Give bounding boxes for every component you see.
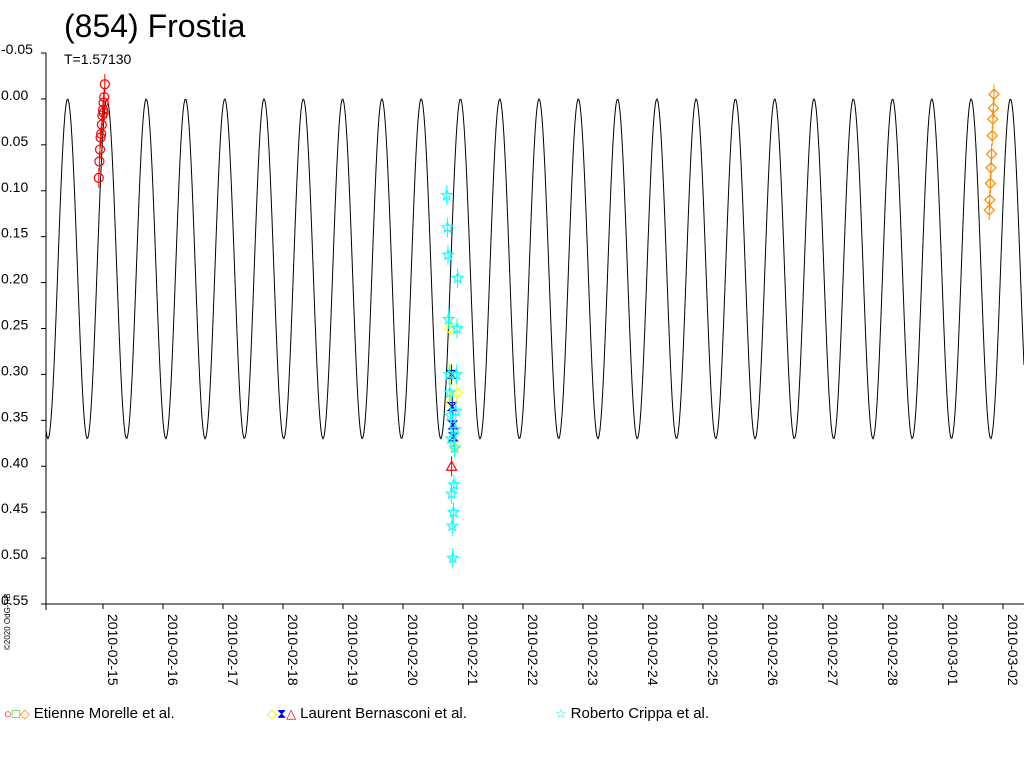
x-tick-label: 2010-02-17 [225, 614, 241, 686]
data-point [985, 148, 998, 160]
data-point [99, 91, 110, 103]
y-tick-label: 0.40 [1, 454, 28, 470]
x-tick-label: 2010-02-27 [825, 614, 841, 686]
data-point [449, 404, 463, 417]
x-tick-label: 2010-02-15 [105, 614, 121, 686]
data-point [94, 156, 105, 167]
legend-item-bernasconi: ◇⧗△ Laurent Bernasconi et al. [267, 705, 467, 722]
x-tick-label: 2010-03-02 [1005, 614, 1021, 686]
data-point [443, 385, 457, 399]
data-point [94, 144, 106, 155]
data-point [448, 440, 462, 454]
data-point [985, 161, 997, 174]
y-tick-label: 0.20 [1, 271, 28, 287]
y-tick-label: 0.10 [1, 179, 28, 195]
y-tick-label: 0.15 [1, 225, 28, 241]
x-tick-label: 2010-02-19 [345, 614, 361, 686]
x-tick-label: 2010-02-23 [585, 614, 601, 686]
data-point [986, 129, 999, 142]
legend-markers-bernasconi: ◇⧗△ [267, 706, 297, 721]
legend-item-crippa: ☆ Roberto Crippa et al. [555, 705, 709, 722]
x-tick-label: 2010-02-21 [465, 614, 481, 686]
data-point [440, 220, 454, 234]
data-point [99, 79, 110, 90]
data-point [441, 247, 455, 261]
data-point [986, 113, 999, 125]
data-point [440, 188, 454, 202]
x-tick-label: 2010-02-18 [285, 614, 301, 686]
data-point [446, 401, 458, 412]
y-tick-label: -0.05 [1, 41, 33, 57]
data-point [446, 551, 460, 564]
legend-markers-morelle: ○□◇ [4, 706, 30, 721]
y-tick-label: 0.35 [1, 408, 28, 424]
chart-subtitle: T=1.57130 [64, 51, 132, 67]
x-tick-label: 2010-02-20 [405, 614, 421, 686]
legend-label-morelle: Etienne Morelle et al. [33, 705, 175, 722]
data-point [984, 177, 997, 190]
data-point [450, 270, 465, 284]
model-lightcurve [45, 97, 1024, 440]
y-tick-label: 0.55 [1, 592, 28, 608]
y-tick-label: 0.05 [1, 133, 28, 149]
y-tick-label: 0.50 [1, 546, 28, 562]
data-point [448, 422, 462, 436]
x-tick-label: 2010-03-01 [945, 614, 961, 686]
x-tick-label: 2010-02-25 [705, 614, 721, 686]
x-tick-label: 2010-02-24 [645, 614, 661, 686]
y-tick-label: 0.25 [1, 317, 28, 333]
data-point [93, 172, 104, 183]
data-point [98, 107, 109, 118]
y-tick-label: 0.00 [1, 87, 28, 103]
data-point [988, 88, 1000, 101]
data-point [449, 367, 463, 381]
chart-title: (854) Frostia [64, 8, 246, 44]
x-tick-label: 2010-02-16 [165, 614, 181, 686]
data-point [983, 194, 996, 206]
data-point [987, 102, 1000, 114]
data-point [983, 204, 996, 216]
x-tick-label: 2010-02-28 [885, 614, 901, 686]
y-tick-label: 0.30 [1, 362, 28, 378]
data-point [450, 321, 464, 335]
data-point [445, 460, 458, 471]
data-point [447, 477, 461, 491]
x-tick-label: 2010-02-26 [765, 614, 781, 686]
x-tick-label: 2010-02-22 [525, 614, 541, 686]
data-point [95, 132, 106, 143]
y-tick-label: 0.45 [1, 500, 28, 516]
legend-item-morelle: ○□◇ Etienne Morelle et al. [4, 705, 175, 722]
data-point [445, 518, 459, 532]
data-point [446, 505, 460, 518]
legend-label-bernasconi: Laurent Bernasconi et al. [300, 705, 467, 722]
data-point [444, 486, 459, 500]
legend-markers-crippa: ☆ [555, 706, 567, 721]
legend-label-crippa: Roberto Crippa et al. [570, 705, 710, 722]
data-point [442, 312, 456, 326]
